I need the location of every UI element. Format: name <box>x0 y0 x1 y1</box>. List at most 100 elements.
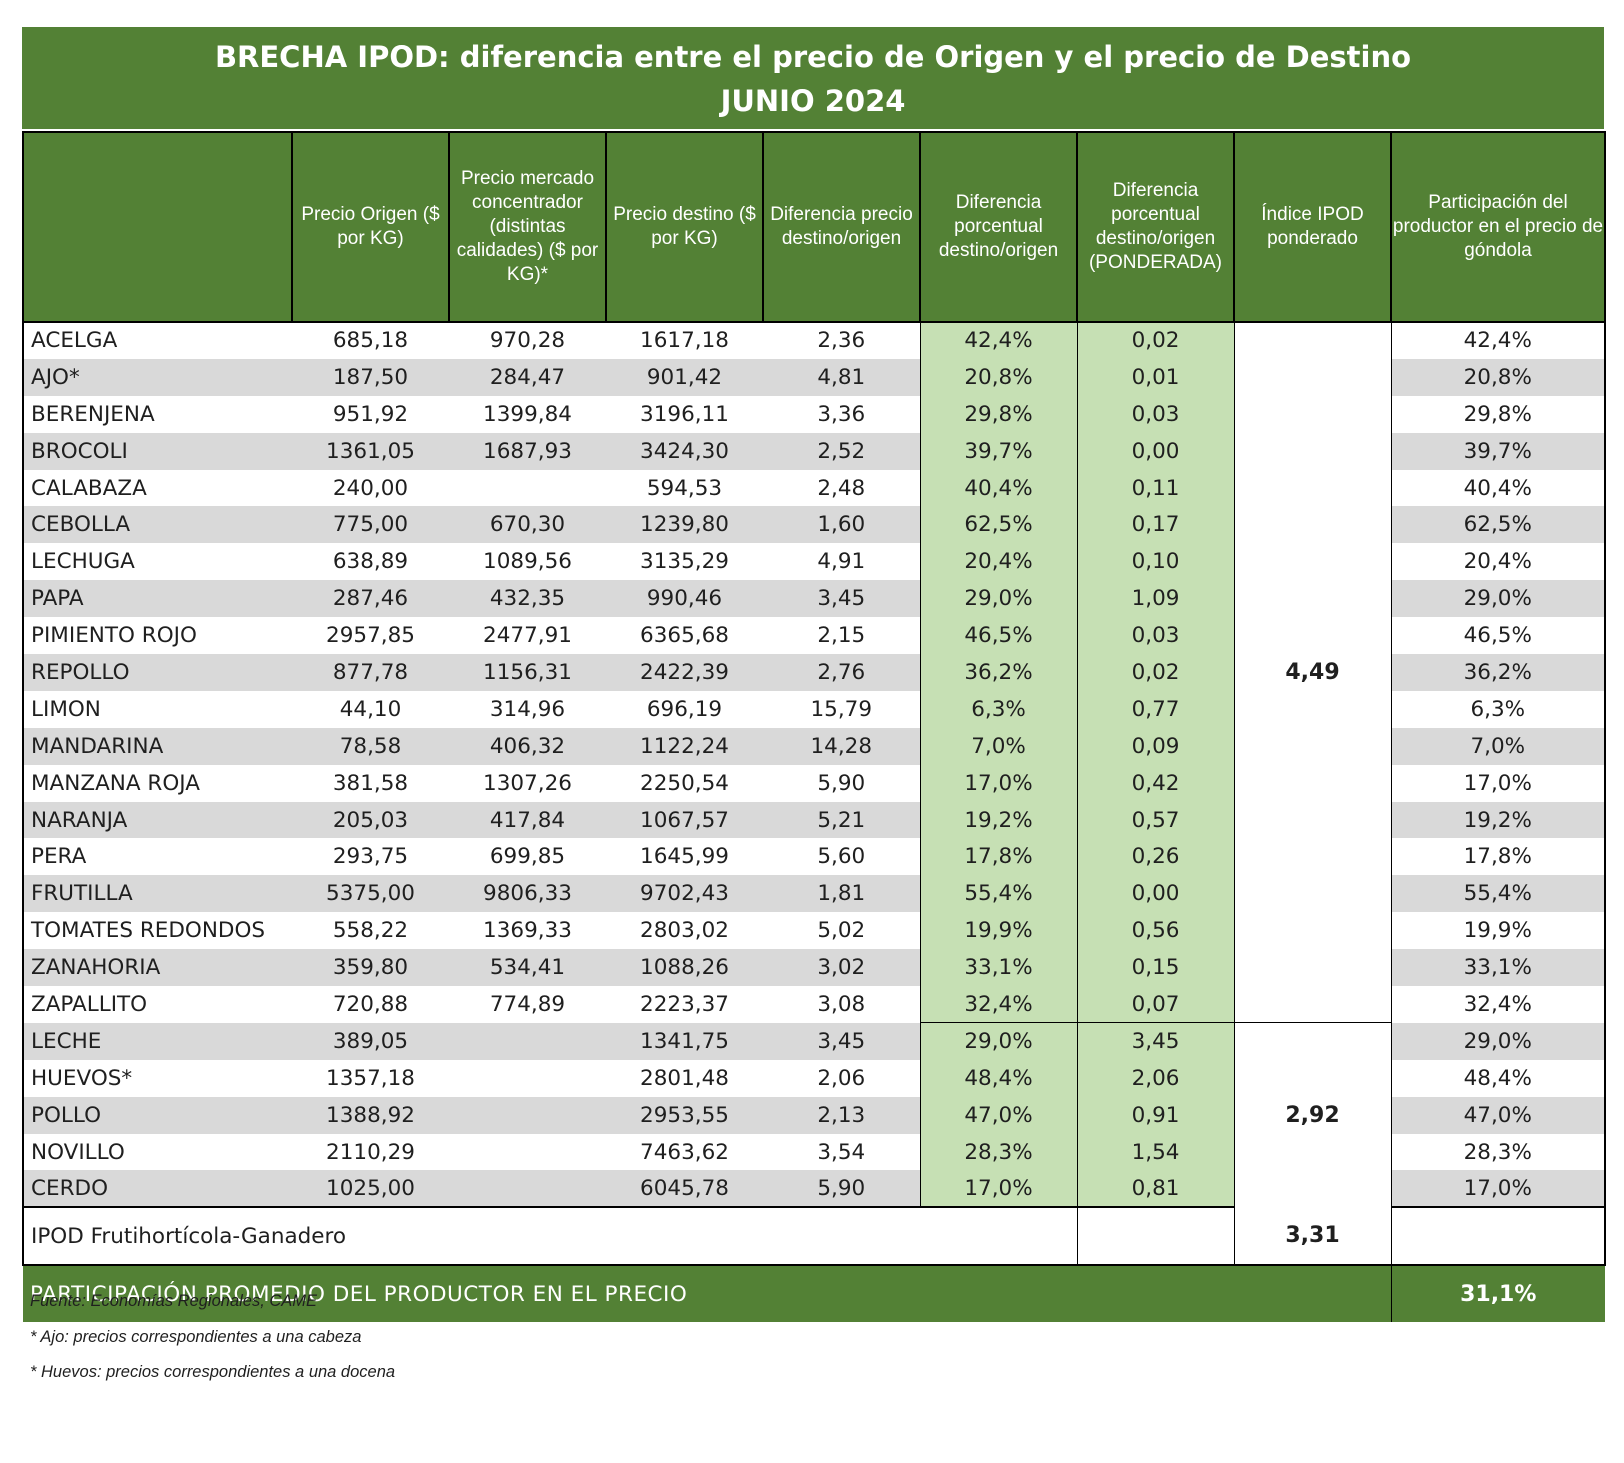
cell-precio-destino: 2250,54 <box>606 764 763 802</box>
cell-precio-destino: 7463,62 <box>606 1133 763 1171</box>
cell-diferencia-precio: 2,15 <box>763 617 921 655</box>
cell-diferencia-porcentual: 40,4% <box>920 469 1078 507</box>
cell-precio-mercado: 314,96 <box>449 690 606 728</box>
cell-diferencia-ponderada: 0,09 <box>1077 727 1234 765</box>
table-row: NARANJA 205,03 417,84 1067,57 5,21 19,2% 0,57 1… <box>22 801 1606 839</box>
cell-product: ACELGA <box>22 322 292 359</box>
table-row: CEBOLLA 775,00 670,30 1239,80 1,60 62,5% 0,17 6… <box>22 506 1606 544</box>
cell-precio-destino: 2801,48 <box>606 1059 763 1097</box>
cell-diferencia-ponderada: 0,77 <box>1077 690 1234 728</box>
promedio-label: PARTICIPACIÓN PROMEDIO DEL PRODUCTOR EN … <box>23 1265 1391 1323</box>
cell-diferencia-precio: 2,52 <box>763 432 921 470</box>
cell-diferencia-ponderada: 1,09 <box>1077 580 1234 618</box>
cell-precio-destino: 3135,29 <box>606 543 763 581</box>
header-participacion: Participación del productor en el precio… <box>1390 131 1606 323</box>
cell-product: MANZANA ROJA <box>22 764 292 802</box>
cell-diferencia-precio: 2,13 <box>763 1096 921 1134</box>
cell-diferencia-ponderada: 3,45 <box>1077 1022 1234 1060</box>
cell-precio-mercado <box>449 1133 606 1171</box>
cell-diferencia-ponderada: 0,17 <box>1077 506 1234 544</box>
cell-precio-origen: 1025,00 <box>292 1170 449 1209</box>
cell-precio-mercado: 1399,84 <box>449 395 606 433</box>
cell-diferencia-ponderada: 0,42 <box>1077 764 1234 802</box>
cell-precio-origen: 951,92 <box>292 395 449 433</box>
cell-product: PIMIENTO ROJO <box>22 617 292 655</box>
cell-product: NARANJA <box>22 801 292 839</box>
cell-diferencia-precio: 14,28 <box>763 727 921 765</box>
cell-precio-origen: 44,10 <box>292 690 449 728</box>
table-row: LECHE 389,05 1341,75 3,45 29,0% 3,45 2,92 29,0% <box>22 1022 1606 1208</box>
cell-diferencia-precio: 2,48 <box>763 469 921 507</box>
cell-diferencia-precio: 3,45 <box>763 1022 921 1060</box>
cell-diferencia-porcentual: 17,0% <box>920 1170 1078 1209</box>
cell-product: LECHE <box>22 1022 292 1060</box>
cell-diferencia-porcentual: 29,8% <box>920 395 1078 433</box>
cell-diferencia-ponderada: 0,02 <box>1077 322 1234 359</box>
cell-precio-origen: 287,46 <box>292 580 449 618</box>
cell-participacion: 33,1% <box>1391 949 1606 987</box>
cell-diferencia-porcentual: 29,0% <box>920 580 1078 618</box>
cell-diferencia-porcentual: 20,4% <box>920 543 1078 581</box>
cell-product: LIMON <box>22 690 292 728</box>
cell-participacion: 47,0% <box>1391 1096 1606 1134</box>
table-row: CERDO 1025,00 6045,78 5,90 17,0% 0,81 17,0% <box>22 1170 1606 1209</box>
table-row: CALABAZA 240,00 594,53 2,48 40,4% 0,11 40,4% <box>22 469 1606 507</box>
cell-precio-destino: 6045,78 <box>606 1170 763 1209</box>
cell-precio-origen: 558,22 <box>292 912 449 950</box>
cell-product: AJO* <box>22 358 292 396</box>
cell-indice-ipod: 4,49 <box>1233 322 1392 1023</box>
cell-diferencia-porcentual: 48,4% <box>920 1059 1078 1097</box>
header-precio-mercado: Precio mercado concentrador (distintas c… <box>448 131 607 323</box>
cell-diferencia-precio: 5,02 <box>763 912 921 950</box>
cell-diferencia-porcentual: 42,4% <box>920 322 1078 359</box>
cell-precio-mercado: 774,89 <box>449 986 606 1023</box>
cell-diferencia-precio: 1,81 <box>763 875 921 913</box>
cell-precio-origen: 78,58 <box>292 727 449 765</box>
table-title: BRECHA IPOD: diferencia entre el precio … <box>22 27 1604 129</box>
cell-diferencia-ponderada: 0,02 <box>1077 654 1234 691</box>
cell-diferencia-porcentual: 32,4% <box>920 986 1078 1023</box>
cell-precio-destino: 901,42 <box>606 358 763 396</box>
footnote-huevos: * Huevos: precios correspondientes a una… <box>30 1363 396 1381</box>
cell-diferencia-ponderada: 0,07 <box>1077 986 1234 1023</box>
ipod-table: Precio Origen ($ por KG) Precio mercado … <box>22 131 1606 1323</box>
summary-row: IPOD Frutihortícola-Ganadero 3,31 <box>22 1207 1606 1267</box>
table-row: HUEVOS* 1357,18 2801,48 2,06 48,4% 2,06 48,4% <box>22 1059 1606 1097</box>
cell-participacion: 6,3% <box>1391 690 1606 728</box>
cell-participacion: 29,0% <box>1391 580 1606 618</box>
cell-precio-origen: 381,58 <box>292 764 449 802</box>
title-line-2: JUNIO 2024 <box>720 84 906 118</box>
cell-precio-mercado: 1089,56 <box>449 543 606 581</box>
header-diferencia-precio: Diferencia precio destino/origen <box>762 131 921 323</box>
footnote-source: Fuente: Economías Regionales, CAME <box>30 1292 318 1310</box>
cell-product: CEBOLLA <box>22 506 292 544</box>
header-diferencia-porcentual: Diferencia porcentual destino/origen <box>919 131 1078 323</box>
header-precio-origen: Precio Origen ($ por KG) <box>291 131 450 323</box>
cell-participacion: 62,5% <box>1391 506 1606 544</box>
cell-diferencia-ponderada: 0,91 <box>1077 1096 1234 1134</box>
table-row: LECHUGA 638,89 1089,56 3135,29 4,91 20,4% 0,10… <box>22 543 1606 581</box>
cell-diferencia-ponderada: 0,03 <box>1077 617 1234 655</box>
cell-indice-ipod: 2,92 <box>1233 1022 1392 1208</box>
cell-participacion: 32,4% <box>1391 986 1606 1023</box>
footnote-ajo: * Ajo: precios correspondientes a una ca… <box>30 1327 362 1346</box>
cell-diferencia-ponderada: 0,01 <box>1077 358 1234 396</box>
cell-diferencia-porcentual: 33,1% <box>920 949 1078 987</box>
cell-diferencia-porcentual: 19,2% <box>920 801 1078 839</box>
cell-precio-origen: 187,50 <box>292 358 449 396</box>
cell-participacion: 20,8% <box>1391 358 1606 396</box>
cell-precio-origen: 240,00 <box>292 469 449 507</box>
cell-product: POLLO <box>22 1096 292 1134</box>
cell-diferencia-precio: 3,36 <box>763 395 921 433</box>
cell-product: BERENJENA <box>22 395 292 433</box>
table-row: MANDARINA 78,58 406,32 1122,24 14,28 7,0% 0,09… <box>22 727 1606 765</box>
cell-product: MANDARINA <box>22 727 292 765</box>
cell-participacion: 17,8% <box>1391 838 1606 876</box>
cell-precio-mercado: 970,28 <box>449 322 606 359</box>
table-row: NOVILLO 2110,29 7463,62 3,54 28,3% 1,54 28,3% <box>22 1133 1606 1171</box>
table-row: PAPA 287,46 432,35 990,46 3,45 29,0% 1,09 29,0% <box>22 580 1606 618</box>
cell-precio-origen: 2957,85 <box>292 617 449 655</box>
cell-diferencia-ponderada: 0,56 <box>1077 912 1234 950</box>
cell-diferencia-ponderada: 0,03 <box>1077 395 1234 433</box>
promedio-row: PARTICIPACIÓN PROMEDIO DEL PRODUCTOR EN … <box>23 1265 1605 1323</box>
